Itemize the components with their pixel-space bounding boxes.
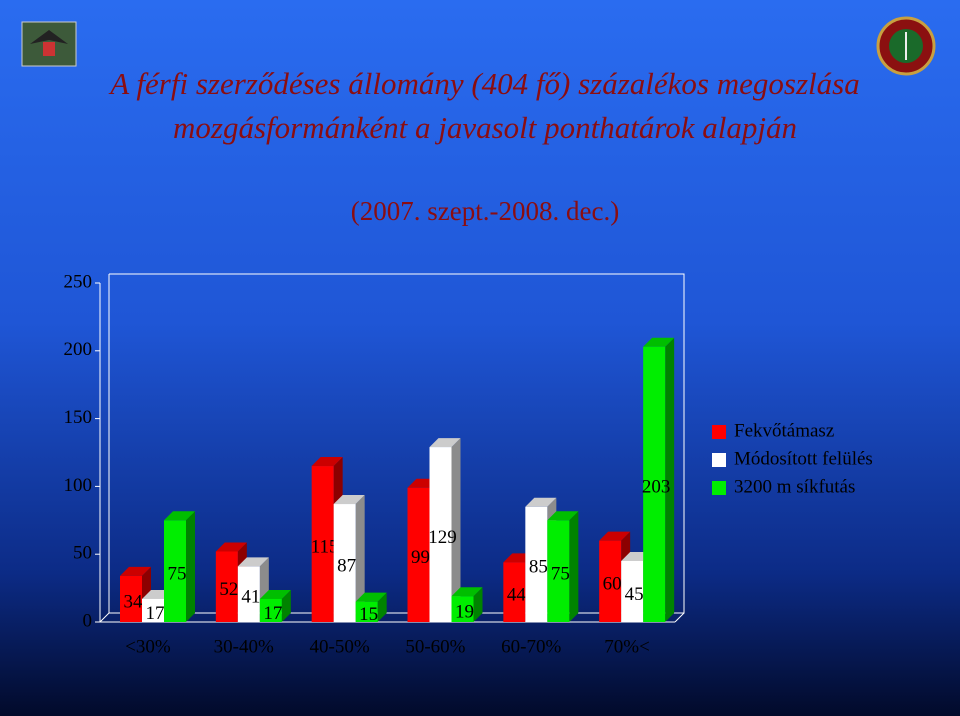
data-label: 99 <box>411 547 430 568</box>
bar-top <box>237 557 269 567</box>
bar <box>407 487 430 622</box>
data-label: 85 <box>529 557 548 578</box>
bar-side <box>355 495 365 622</box>
bar-side <box>451 438 461 622</box>
bar <box>355 601 378 622</box>
bar <box>503 562 526 622</box>
bar-top <box>311 457 343 467</box>
bar-top <box>164 511 195 521</box>
bar <box>451 596 474 622</box>
data-label: 41 <box>241 587 260 608</box>
bar-top <box>355 592 387 602</box>
bar-top <box>547 511 579 521</box>
floor-edge <box>99 612 110 623</box>
bar <box>215 551 238 622</box>
bar <box>120 575 142 622</box>
bar <box>547 520 570 622</box>
y-tick-label: 50 <box>73 543 92 564</box>
data-label: 75 <box>168 564 187 585</box>
bar-side <box>281 589 291 622</box>
y-tick-label: 250 <box>64 271 93 292</box>
data-label: 203 <box>642 477 671 498</box>
bar-top <box>599 531 631 541</box>
bar <box>643 346 666 622</box>
data-label: 87 <box>337 555 356 576</box>
title: A férfi szerződéses állomány (404 fő) sz… <box>110 66 860 145</box>
bar <box>237 566 260 622</box>
logo-right <box>876 16 936 76</box>
data-label: 17 <box>146 603 165 624</box>
bar-top <box>120 566 151 576</box>
x-tick-label: 60-70% <box>501 636 561 657</box>
data-label: 129 <box>428 527 457 548</box>
y-tick-label: 200 <box>64 339 93 360</box>
x-tick-label: 50-60% <box>405 636 465 657</box>
bar-top <box>643 337 675 347</box>
legend-swatch <box>712 481 726 495</box>
legend-swatch <box>712 453 726 467</box>
data-label: 45 <box>625 584 644 605</box>
back-wall <box>108 273 685 614</box>
data-label: 19 <box>455 601 474 622</box>
bar <box>429 447 452 622</box>
y-tick-label: 0 <box>83 610 93 631</box>
data-label: 44 <box>507 585 527 606</box>
legend-label: 3200 m síkfutás <box>734 476 855 497</box>
y-tick-label: 100 <box>64 475 93 496</box>
bar <box>333 504 356 622</box>
data-label: 75 <box>551 564 570 585</box>
bar <box>142 598 164 622</box>
data-label: 60 <box>603 574 622 595</box>
bar-side <box>665 337 675 622</box>
bar <box>621 560 644 622</box>
bar-top <box>333 495 365 505</box>
bar-side <box>473 587 483 622</box>
bar-top <box>525 497 557 507</box>
data-label: 15 <box>359 604 378 625</box>
bar-side <box>186 511 195 622</box>
legend-label: Módosított felülés <box>734 448 873 469</box>
bar-top <box>259 589 291 599</box>
x-tick-label: <30% <box>125 636 171 657</box>
floor-edge <box>674 612 685 623</box>
bar-side <box>377 592 387 622</box>
bar <box>259 598 282 622</box>
y-tick-label: 150 <box>64 407 93 428</box>
legend-swatch <box>712 425 726 439</box>
data-label: 115 <box>311 536 339 557</box>
x-tick-label: 40-50% <box>310 636 370 657</box>
bar-side <box>569 511 579 622</box>
data-label: 52 <box>219 579 238 600</box>
bar <box>599 540 622 622</box>
legend-label: Fekvőtámasz <box>734 420 834 441</box>
bar-top <box>429 438 461 448</box>
bar <box>164 520 186 622</box>
x-tick-label: 30-40% <box>214 636 274 657</box>
data-label: 34 <box>124 591 144 612</box>
subtitle: (2007. szept.-2008. dec.) <box>350 196 620 226</box>
logo-left <box>21 21 77 67</box>
bar <box>311 466 334 622</box>
bar-top <box>215 542 247 552</box>
x-tick-label: 70%< <box>604 636 650 657</box>
bar-top <box>451 587 483 597</box>
data-label: 17 <box>263 603 282 624</box>
bar <box>525 506 548 622</box>
